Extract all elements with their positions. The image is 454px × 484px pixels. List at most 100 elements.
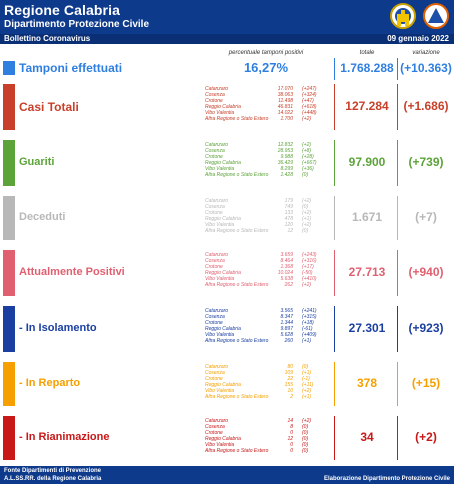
province-count: 5.628 xyxy=(280,332,293,338)
province-count: 1.428 xyxy=(280,172,293,178)
province-count: 0 xyxy=(290,442,293,448)
casi-totali-divider-2 xyxy=(397,84,398,130)
province-variation: (+36) xyxy=(302,166,314,172)
province-name: Reggio Calabria xyxy=(205,216,241,222)
tamponi-swatch xyxy=(3,61,15,75)
casi-totali-total: 127.284 xyxy=(345,99,389,113)
province-variation: (+18) xyxy=(302,320,314,326)
in-reparto-province-breakdown: Catanzaro 80 (0) Cosenza 109 (+1) Crotone 22 (-1… xyxy=(205,364,335,400)
province-count: 38.063 xyxy=(277,92,293,98)
tamponi-total: 1.768.288 xyxy=(340,61,394,75)
province-variation: (+409) xyxy=(302,332,317,338)
casi-totali-swatch xyxy=(3,84,15,130)
province-variation: (0) xyxy=(302,364,309,370)
tamponi-divider-2 xyxy=(397,58,398,80)
province-count: 17.070 xyxy=(277,86,293,92)
province-variation: (+1) xyxy=(302,370,312,376)
province-name: Vibo Valentia xyxy=(205,166,235,172)
province-name: Catanzaro xyxy=(205,418,229,424)
province-variation: (+2) xyxy=(302,418,312,424)
province-variation: (+247) xyxy=(302,86,317,92)
in-rianimazione-swatch xyxy=(3,416,15,460)
province-row: Altra Regione o Stato Estero 1.700 (+2) xyxy=(205,116,335,122)
deceduti-divider-2 xyxy=(397,196,398,240)
bulletin-bar: Bollettino Coronavirus 09 gennaio 2022 xyxy=(0,34,454,44)
province-row: Cosenza 28.953 (+8) xyxy=(205,148,335,154)
province-count: 749 xyxy=(284,204,293,210)
in-rianimazione-label: - In Rianimazione xyxy=(19,431,110,443)
province-row: Catanzaro 17.070 (+247) xyxy=(205,86,335,92)
province-row: Vibo Valentia 14.022 (+448) xyxy=(205,110,335,116)
province-count: 8.464 xyxy=(280,258,293,264)
guariti-province-breakdown: Catanzaro 12.832 (+2) Cosenza 28.953 (+8) Crot… xyxy=(205,142,335,178)
province-variation: (0) xyxy=(302,442,309,448)
bulletin-date: 09 gennaio 2022 xyxy=(387,34,449,43)
guariti-divider xyxy=(334,140,335,186)
province-row: Crotone 11.498 (+47) xyxy=(205,98,335,104)
attualmente-positivi-label: Attualmente Positivi xyxy=(19,266,125,278)
province-count: 179 xyxy=(284,198,293,204)
province-name: Vibo Valentia xyxy=(205,222,235,228)
province-row: Altra Regione o Stato Estero 12 (0) xyxy=(205,228,335,234)
in-rianimazione-divider-2 xyxy=(397,416,398,460)
province-variation: (-1) xyxy=(302,376,310,382)
province-count: 155 xyxy=(284,382,293,388)
province-variation: (+2) xyxy=(302,388,312,394)
in-isolamento-label: - In Isolamento xyxy=(19,322,97,334)
province-variation: (0) xyxy=(302,436,309,442)
section-casi-totali: Casi Totali Catanzaro 17.070 (+247) Cosenza 3… xyxy=(0,80,454,134)
province-row: Catanzaro 179 (+2) xyxy=(205,198,335,204)
in-reparto-label: - In Reparto xyxy=(19,377,81,389)
province-variation: (+324) xyxy=(302,92,317,98)
province-count: 9.988 xyxy=(280,154,293,160)
province-row: Vibo Valentia 10 (+2) xyxy=(205,388,335,394)
province-count: 2 xyxy=(290,394,293,400)
province-name: Vibo Valentia xyxy=(205,388,235,394)
province-name: Cosenza xyxy=(205,92,225,98)
province-name: Catanzaro xyxy=(205,252,229,258)
province-count: 0 xyxy=(290,430,293,436)
province-name: Cosenza xyxy=(205,148,225,154)
deceduti-province-breakdown: Catanzaro 179 (+2) Cosenza 749 (0) Crotone 133 (… xyxy=(205,198,335,234)
column-header-percent: percentuale tamponi positivi xyxy=(228,50,304,56)
province-variation: (0) xyxy=(302,204,309,210)
in-rianimazione-total: 34 xyxy=(360,430,374,444)
guariti-divider-2 xyxy=(397,140,398,186)
province-name: Cosenza xyxy=(205,204,225,210)
province-row: Reggio Calabria 9.897 (-61) xyxy=(205,326,335,332)
province-name: Catanzaro xyxy=(205,308,229,314)
section-attualmente-positivi: Attualmente Positivi Catanzaro 3.659 (+243)… xyxy=(0,246,454,300)
province-row: Crotone 22 (-1) xyxy=(205,376,335,382)
province-count: 8 xyxy=(290,424,293,430)
province-name: Crotone xyxy=(205,264,223,270)
province-name: Cosenza xyxy=(205,258,225,264)
province-name: Altra Regione o Stato Estero xyxy=(205,116,269,122)
footer-credit: Elaborazione Dipartimento Protezione Civ… xyxy=(323,476,450,482)
province-row: Reggio Calabria 10.024 (-50) xyxy=(205,270,335,276)
province-row: Altra Regione o Stato Estero 260 (+1) xyxy=(205,338,335,344)
province-count: 22 xyxy=(287,376,293,382)
province-count: 9.897 xyxy=(280,326,293,332)
province-name: Reggio Calabria xyxy=(205,436,241,442)
province-variation: (+2) xyxy=(302,222,312,228)
province-row: Reggio Calabria 12 (0) xyxy=(205,436,335,442)
province-count: 36.429 xyxy=(277,160,293,166)
in-isolamento-divider-2 xyxy=(397,306,398,352)
region-emblem-icon xyxy=(390,3,416,29)
province-count: 3.565 xyxy=(280,308,293,314)
in-reparto-variation: (+15) xyxy=(411,376,441,390)
province-row: Vibo Valentia 5.628 (+409) xyxy=(205,332,335,338)
province-count: 0 xyxy=(290,448,293,454)
province-row: Crotone 9.988 (+28) xyxy=(205,154,335,160)
province-name: Catanzaro xyxy=(205,86,229,92)
in-isolamento-variation: (+923) xyxy=(408,321,444,335)
province-row: Altra Regione o Stato Estero 2 (+1) xyxy=(205,394,335,400)
attualmente-positivi-province-breakdown: Catanzaro 3.659 (+243) Cosenza 8.464 (+316) Cr… xyxy=(205,252,335,288)
province-row: Reggio Calabria 46.831 (+618) xyxy=(205,104,335,110)
column-header-total: totale xyxy=(359,50,375,56)
casi-totali-label: Casi Totali xyxy=(19,100,79,114)
in-isolamento-swatch xyxy=(3,306,15,352)
tamponi-label: Tamponi effettuati xyxy=(19,61,123,75)
section-in-rianimazione: - In Rianimazione Catanzaro 14 (+2) Cosenza 8… xyxy=(0,412,454,464)
province-count: 14.022 xyxy=(277,110,293,116)
